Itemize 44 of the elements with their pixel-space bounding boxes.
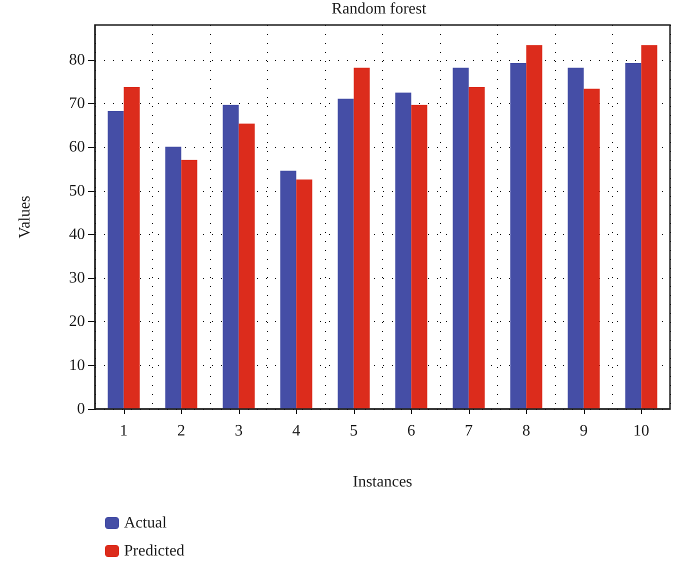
bar — [411, 104, 428, 409]
x-tick-label: 3 — [234, 422, 243, 440]
x-tick-label: 7 — [464, 422, 473, 440]
bar — [625, 62, 642, 409]
x-tick-label: 4 — [292, 422, 300, 440]
y-tick-label: 60 — [69, 138, 85, 156]
y-tick-label: 10 — [69, 356, 85, 374]
bar — [641, 45, 658, 409]
y-tick-label: 0 — [77, 400, 85, 418]
x-tick-label: 10 — [633, 422, 650, 440]
y-tick-label: 20 — [69, 313, 85, 330]
bar — [510, 62, 526, 409]
x-tick-label: 6 — [407, 422, 416, 440]
bar — [222, 104, 239, 409]
x-tick-label: 2 — [177, 422, 186, 440]
bar — [584, 88, 600, 409]
bar — [181, 160, 198, 409]
bar — [338, 98, 354, 409]
bar — [468, 86, 485, 409]
bar — [108, 110, 124, 409]
x-axis-title: Instances — [352, 474, 412, 490]
x-tick-label: 1 — [120, 422, 128, 440]
bar — [280, 170, 296, 409]
bar — [124, 86, 140, 409]
bar — [165, 146, 182, 409]
x-tick-label: 8 — [522, 422, 530, 440]
y-tick-label: 80 — [69, 51, 85, 68]
y-tick-label: 70 — [69, 95, 85, 112]
x-tick-label: 9 — [580, 422, 588, 440]
x-tick-label: 5 — [350, 422, 358, 440]
y-tick-label: 40 — [69, 226, 85, 243]
bar — [568, 68, 584, 409]
bar — [395, 92, 412, 409]
y-axis-title: Values — [16, 196, 34, 238]
y-tick-label: 50 — [69, 182, 85, 200]
chart-title: Random forest — [332, 0, 427, 18]
legend-label: Actual — [124, 514, 168, 532]
y-tick-label: 30 — [69, 270, 85, 287]
bar — [452, 68, 469, 409]
bar — [354, 68, 370, 409]
legend-label: Predicted — [124, 542, 184, 560]
bar — [296, 179, 312, 409]
bar — [526, 45, 542, 409]
bar — [238, 124, 255, 409]
